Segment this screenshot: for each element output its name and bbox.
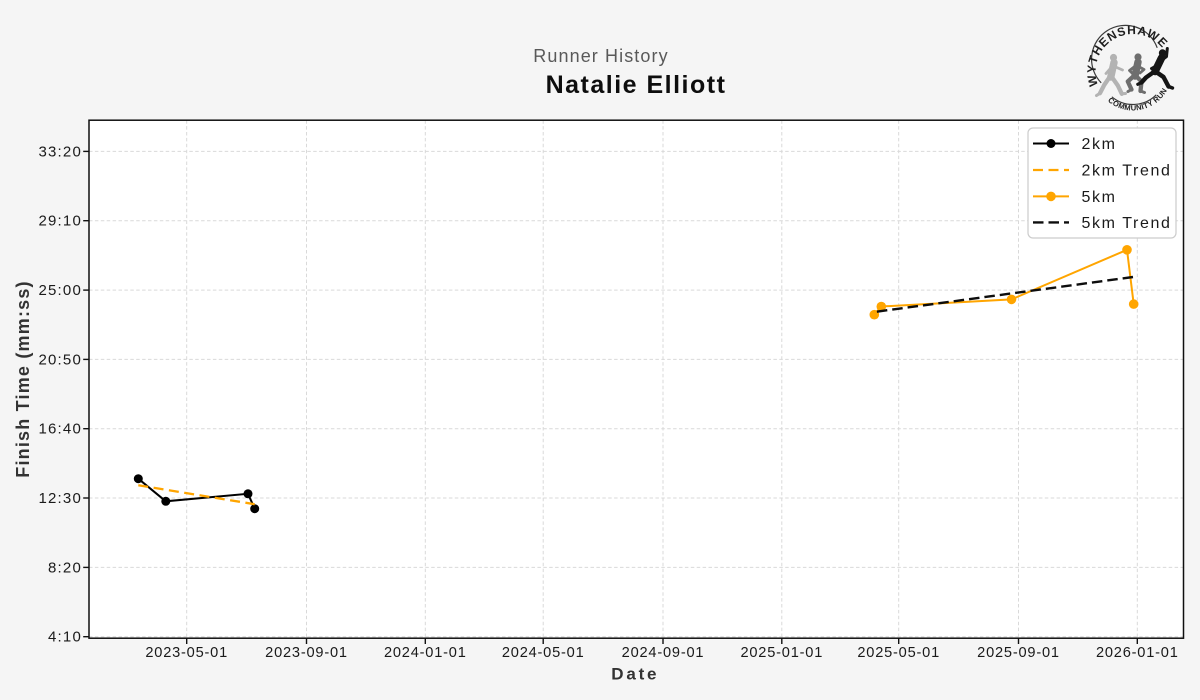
svg-text:Finish Time (mm:ss): Finish Time (mm:ss) (13, 280, 33, 478)
svg-text:2km Trend: 2km Trend (1082, 163, 1172, 180)
svg-text:8:20: 8:20 (48, 559, 82, 576)
svg-text:Runner History: Runner History (533, 46, 668, 66)
svg-text:2025-05-01: 2025-05-01 (857, 645, 940, 661)
svg-text:2024-01-01: 2024-01-01 (384, 645, 467, 661)
svg-text:4:10: 4:10 (48, 629, 82, 646)
svg-text:2025-01-01: 2025-01-01 (740, 645, 823, 661)
svg-text:20:50: 20:50 (38, 351, 82, 368)
svg-text:Date: Date (611, 665, 659, 684)
svg-text:5km Trend: 5km Trend (1082, 215, 1172, 232)
svg-text:2025-09-01: 2025-09-01 (977, 645, 1060, 661)
svg-text:2026-01-01: 2026-01-01 (1096, 645, 1179, 661)
svg-text:2km: 2km (1082, 136, 1117, 153)
svg-text:33:20: 33:20 (38, 143, 82, 160)
svg-text:2024-09-01: 2024-09-01 (622, 645, 705, 661)
svg-text:12:30: 12:30 (38, 490, 82, 507)
svg-text:16:40: 16:40 (38, 421, 82, 438)
svg-text:2023-09-01: 2023-09-01 (265, 645, 348, 661)
svg-text:2023-05-01: 2023-05-01 (145, 645, 228, 661)
svg-text:Natalie Elliott: Natalie Elliott (546, 71, 727, 99)
svg-text:29:10: 29:10 (38, 213, 82, 230)
svg-text:25:00: 25:00 (38, 282, 82, 299)
svg-text:2024-05-01: 2024-05-01 (502, 645, 585, 661)
svg-text:5km: 5km (1082, 189, 1117, 206)
